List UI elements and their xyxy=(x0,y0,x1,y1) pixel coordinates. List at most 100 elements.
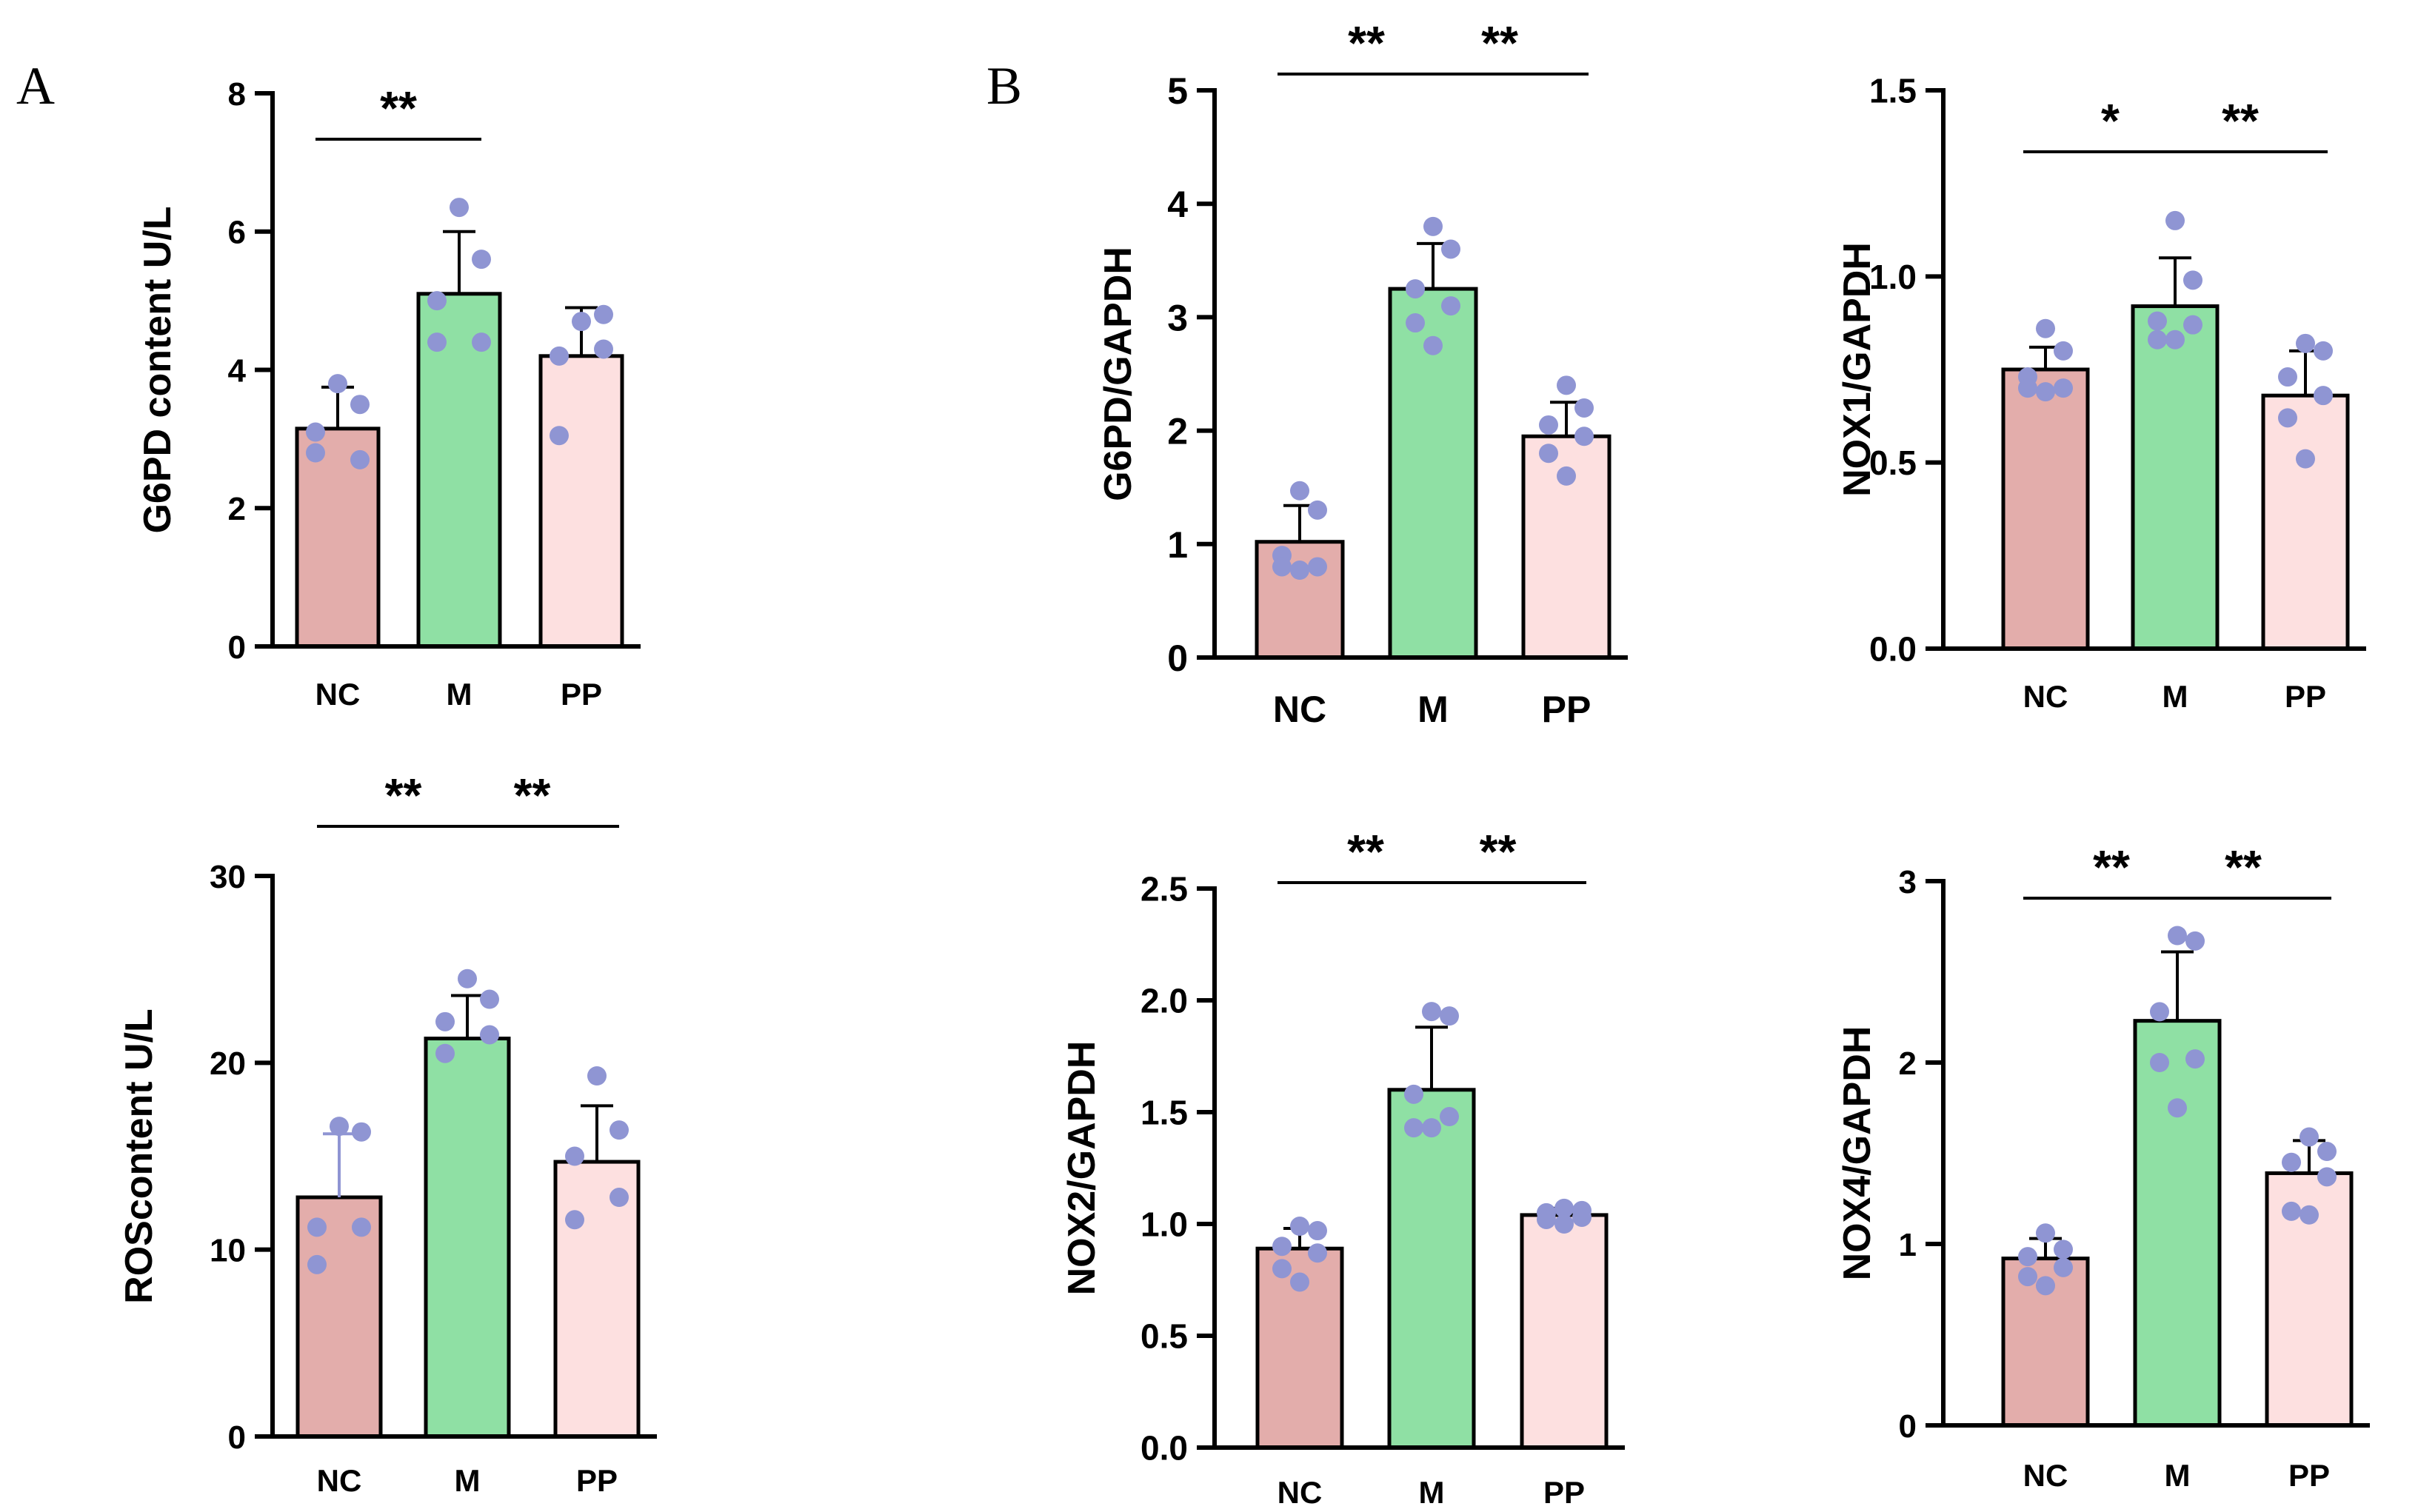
data-point xyxy=(435,1043,455,1063)
category-label-pp: PP xyxy=(1543,1475,1585,1510)
data-point xyxy=(352,1122,371,1142)
category-label-pp: PP xyxy=(561,677,602,712)
significance-marker: ** xyxy=(380,81,417,135)
panel-label-a: A xyxy=(16,56,55,116)
y-tick-label: 8 xyxy=(228,76,246,113)
y-tick-label: 0.5 xyxy=(1869,444,1917,482)
y-tick-label: 4 xyxy=(1167,184,1188,225)
data-point xyxy=(1554,1214,1574,1234)
data-point xyxy=(1308,1221,1327,1241)
category-label-pp: PP xyxy=(1542,689,1592,730)
data-point xyxy=(480,1025,499,1045)
data-point xyxy=(1308,557,1327,577)
data-point xyxy=(2314,341,2333,361)
data-point xyxy=(594,304,613,324)
chart-g6pd-gapdh: 0 1 2 3 4 5 NC M PP G6PD/GAPDH ** ** xyxy=(1097,16,1628,730)
category-label-nc: NC xyxy=(2023,679,2068,714)
data-point xyxy=(1422,1118,1441,1138)
y-tick-label: 0 xyxy=(228,629,246,666)
y-axis-label: NOX1/GAPDH xyxy=(1836,242,1879,497)
y-tick-label: 1.5 xyxy=(1869,72,1917,110)
data-point xyxy=(306,443,325,463)
data-point xyxy=(572,312,591,332)
category-label-nc: NC xyxy=(317,1463,362,1498)
category-label-m: M xyxy=(447,677,472,712)
data-point xyxy=(1572,1207,1592,1227)
bar-pp xyxy=(538,354,624,649)
data-point xyxy=(1290,481,1309,501)
bar-m xyxy=(2131,304,2220,651)
data-point xyxy=(350,395,370,415)
significance-marker: ** xyxy=(385,769,422,822)
bar-pp xyxy=(2261,393,2350,651)
data-point xyxy=(435,1011,455,1031)
data-point xyxy=(1406,279,1425,299)
chart-ros-content: 0 10 20 30 NC M PP ROScontent U/L ** ** xyxy=(118,769,657,1498)
data-point xyxy=(565,1146,584,1166)
y-tick-label: 1.0 xyxy=(1140,1205,1188,1244)
data-point xyxy=(1554,1198,1574,1218)
category-label-nc: NC xyxy=(1273,689,1326,730)
category-label-m: M xyxy=(2165,1458,2191,1493)
data-point xyxy=(1574,426,1594,446)
data-point xyxy=(2317,1167,2337,1187)
data-point xyxy=(1404,1118,1423,1138)
data-point xyxy=(2018,1267,2037,1287)
y-tick-label: 1.0 xyxy=(1869,258,1917,296)
data-point xyxy=(1441,296,1460,316)
significance-marker: ** xyxy=(2222,94,2259,147)
data-point xyxy=(1440,1107,1459,1127)
bar-m xyxy=(1388,287,1478,660)
y-tick-label: 0.5 xyxy=(1140,1317,1188,1356)
y-tick-label: 0 xyxy=(1899,1408,1917,1445)
category-label-nc: NC xyxy=(1278,1475,1323,1510)
data-point xyxy=(2296,449,2315,469)
data-point xyxy=(450,198,469,218)
data-point xyxy=(1423,216,1443,236)
data-point xyxy=(1308,1243,1327,1263)
y-axis-label: G6PD/GAPDH xyxy=(1097,247,1140,501)
data-point xyxy=(2282,1201,2301,1221)
data-point xyxy=(2054,1257,2073,1277)
significance-marker: ** xyxy=(1480,825,1517,878)
category-label-m: M xyxy=(1417,689,1449,730)
data-point xyxy=(2036,318,2055,338)
data-point xyxy=(1404,1084,1423,1104)
data-point xyxy=(2054,378,2073,398)
data-point xyxy=(609,1120,629,1140)
data-point xyxy=(2168,1098,2187,1118)
data-point xyxy=(480,989,499,1009)
y-tick-label: 4 xyxy=(228,352,247,389)
significance-marker: ** xyxy=(2093,840,2130,894)
data-point xyxy=(458,969,477,989)
y-tick-label: 3 xyxy=(1167,297,1188,338)
data-point xyxy=(2165,210,2185,230)
chart-g6pd-content: 0 2 4 6 8 NC M PP G6PD content U/L ** xyxy=(136,76,641,712)
data-point xyxy=(2165,330,2185,349)
data-point xyxy=(2148,330,2167,349)
data-point xyxy=(1574,398,1594,418)
category-label-m: M xyxy=(2162,679,2188,714)
data-point xyxy=(2036,1276,2055,1296)
bar-m xyxy=(2133,1019,2222,1428)
category-label-pp: PP xyxy=(576,1463,618,1498)
data-point xyxy=(1539,415,1558,435)
y-axis-label: NOX4/GAPDH xyxy=(1836,1026,1879,1281)
data-point xyxy=(550,426,569,446)
significance-marker: ** xyxy=(1348,16,1385,70)
data-point xyxy=(587,1066,607,1086)
data-point xyxy=(472,250,491,270)
data-point xyxy=(2183,315,2202,335)
data-point xyxy=(472,332,491,352)
category-label-pp: PP xyxy=(2288,1458,2330,1493)
data-point xyxy=(2168,926,2187,946)
data-point xyxy=(352,1217,371,1237)
bar-pp xyxy=(1520,1213,1609,1450)
data-point xyxy=(1406,313,1425,333)
bar-nc xyxy=(295,1195,383,1439)
data-point xyxy=(1423,335,1443,355)
data-point xyxy=(2300,1127,2319,1147)
